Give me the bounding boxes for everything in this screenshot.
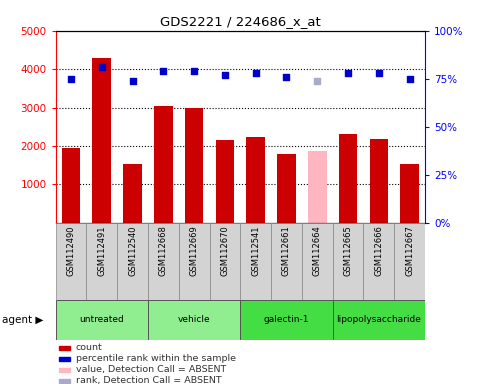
- Text: GSM112669: GSM112669: [190, 225, 199, 276]
- FancyBboxPatch shape: [86, 223, 117, 300]
- Bar: [400, 164, 419, 223]
- Text: GSM112664: GSM112664: [313, 225, 322, 276]
- Point: [283, 74, 290, 80]
- Bar: [215, 140, 234, 223]
- Text: agent ▶: agent ▶: [2, 314, 44, 325]
- Point: [159, 68, 167, 74]
- Text: value, Detection Call = ABSENT: value, Detection Call = ABSENT: [76, 365, 226, 374]
- Bar: [59, 357, 71, 361]
- Bar: [154, 106, 172, 223]
- Bar: [185, 108, 203, 223]
- Text: GSM112667: GSM112667: [405, 225, 414, 276]
- Point: [313, 78, 321, 84]
- Text: percentile rank within the sample: percentile rank within the sample: [76, 354, 236, 363]
- FancyBboxPatch shape: [333, 223, 364, 300]
- Point: [375, 70, 383, 76]
- Point: [406, 76, 413, 82]
- FancyBboxPatch shape: [117, 223, 148, 300]
- Text: GSM112491: GSM112491: [97, 225, 106, 276]
- Text: rank, Detection Call = ABSENT: rank, Detection Call = ABSENT: [76, 376, 222, 384]
- Text: GSM112661: GSM112661: [282, 225, 291, 276]
- Text: GSM112541: GSM112541: [251, 225, 260, 276]
- Text: GSM112670: GSM112670: [220, 225, 229, 276]
- FancyBboxPatch shape: [148, 300, 240, 340]
- Text: untreated: untreated: [79, 315, 124, 324]
- FancyBboxPatch shape: [56, 223, 86, 300]
- Text: GSM112490: GSM112490: [67, 225, 75, 276]
- Bar: [59, 346, 71, 349]
- Text: GSM112666: GSM112666: [374, 225, 384, 276]
- FancyBboxPatch shape: [56, 300, 148, 340]
- Point: [190, 68, 198, 74]
- Point: [252, 70, 259, 76]
- Bar: [62, 148, 80, 223]
- Text: GSM112668: GSM112668: [159, 225, 168, 276]
- Text: GSM112540: GSM112540: [128, 225, 137, 276]
- Point: [344, 70, 352, 76]
- FancyBboxPatch shape: [210, 223, 240, 300]
- Bar: [339, 134, 357, 223]
- FancyBboxPatch shape: [394, 223, 425, 300]
- Bar: [123, 164, 142, 223]
- Text: vehicle: vehicle: [178, 315, 211, 324]
- Bar: [308, 151, 327, 223]
- Point: [67, 76, 75, 82]
- FancyBboxPatch shape: [240, 223, 271, 300]
- Point: [128, 78, 136, 84]
- FancyBboxPatch shape: [148, 223, 179, 300]
- Bar: [246, 137, 265, 223]
- Point: [221, 72, 229, 78]
- FancyBboxPatch shape: [271, 223, 302, 300]
- Title: GDS2221 / 224686_x_at: GDS2221 / 224686_x_at: [160, 15, 321, 28]
- FancyBboxPatch shape: [179, 223, 210, 300]
- Text: count: count: [76, 343, 102, 352]
- FancyBboxPatch shape: [333, 300, 425, 340]
- Bar: [277, 154, 296, 223]
- FancyBboxPatch shape: [240, 300, 333, 340]
- Text: GSM112665: GSM112665: [343, 225, 353, 276]
- FancyBboxPatch shape: [302, 223, 333, 300]
- Bar: [92, 58, 111, 223]
- Bar: [59, 368, 71, 372]
- Text: galectin-1: galectin-1: [264, 315, 309, 324]
- Bar: [369, 139, 388, 223]
- Bar: [59, 379, 71, 383]
- FancyBboxPatch shape: [364, 223, 394, 300]
- Text: lipopolysaccharide: lipopolysaccharide: [337, 315, 421, 324]
- Point: [98, 64, 106, 70]
